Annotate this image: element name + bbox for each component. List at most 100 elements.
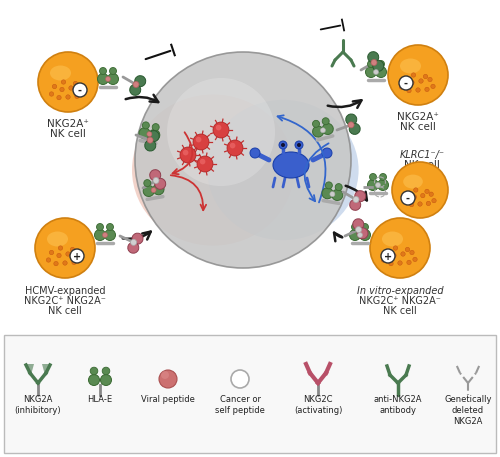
Circle shape bbox=[180, 147, 196, 163]
Circle shape bbox=[295, 141, 303, 149]
Circle shape bbox=[145, 140, 156, 151]
Circle shape bbox=[50, 250, 54, 255]
Circle shape bbox=[407, 88, 411, 93]
Circle shape bbox=[70, 247, 74, 252]
Text: NKG2C⁺ NKG2A⁻: NKG2C⁺ NKG2A⁻ bbox=[359, 296, 441, 306]
Circle shape bbox=[348, 122, 354, 128]
Circle shape bbox=[161, 371, 169, 379]
Circle shape bbox=[402, 77, 406, 82]
Circle shape bbox=[389, 261, 393, 266]
Text: NK cell: NK cell bbox=[383, 306, 417, 316]
Polygon shape bbox=[42, 364, 51, 375]
Text: +: + bbox=[384, 251, 392, 261]
Circle shape bbox=[370, 218, 430, 278]
Circle shape bbox=[147, 137, 153, 143]
Circle shape bbox=[78, 84, 82, 89]
Circle shape bbox=[96, 223, 103, 230]
Circle shape bbox=[78, 257, 82, 261]
Circle shape bbox=[428, 77, 432, 82]
Ellipse shape bbox=[400, 58, 421, 74]
Circle shape bbox=[69, 86, 73, 90]
Circle shape bbox=[106, 223, 114, 230]
FancyArrowPatch shape bbox=[304, 143, 328, 201]
Circle shape bbox=[230, 143, 235, 149]
Circle shape bbox=[376, 67, 386, 78]
Circle shape bbox=[388, 45, 448, 105]
Circle shape bbox=[354, 191, 366, 202]
Circle shape bbox=[279, 141, 287, 149]
Circle shape bbox=[376, 182, 380, 187]
Circle shape bbox=[332, 190, 343, 201]
Circle shape bbox=[412, 73, 416, 77]
Text: Genetically
deleted
NKG2A: Genetically deleted NKG2A bbox=[444, 395, 492, 426]
Text: HLA-E: HLA-E bbox=[88, 395, 112, 404]
Circle shape bbox=[197, 156, 213, 172]
Text: NK cell: NK cell bbox=[404, 160, 440, 170]
Circle shape bbox=[98, 74, 108, 85]
Text: NKG2C⁺ NKG2A⁻: NKG2C⁺ NKG2A⁻ bbox=[24, 296, 106, 306]
FancyBboxPatch shape bbox=[4, 335, 496, 453]
FancyArrowPatch shape bbox=[278, 115, 326, 202]
FancyArrowPatch shape bbox=[334, 233, 342, 241]
Circle shape bbox=[110, 68, 116, 74]
Circle shape bbox=[425, 189, 429, 194]
Circle shape bbox=[58, 246, 62, 250]
Circle shape bbox=[366, 67, 376, 78]
Circle shape bbox=[70, 249, 84, 263]
Text: -: - bbox=[78, 85, 82, 96]
FancyArrowPatch shape bbox=[346, 186, 367, 200]
FancyArrowPatch shape bbox=[126, 95, 158, 102]
Text: NK cell: NK cell bbox=[400, 122, 436, 132]
Circle shape bbox=[322, 118, 329, 125]
Circle shape bbox=[431, 84, 435, 89]
Circle shape bbox=[398, 261, 402, 265]
Circle shape bbox=[81, 91, 85, 96]
Circle shape bbox=[250, 148, 260, 158]
Circle shape bbox=[100, 374, 112, 386]
Text: NKG2C
(activating): NKG2C (activating) bbox=[294, 395, 342, 415]
Circle shape bbox=[159, 370, 177, 388]
Circle shape bbox=[368, 52, 378, 63]
Circle shape bbox=[143, 186, 154, 197]
Circle shape bbox=[372, 60, 384, 71]
Circle shape bbox=[416, 88, 420, 92]
Circle shape bbox=[62, 80, 66, 84]
Circle shape bbox=[322, 123, 334, 134]
Text: -: - bbox=[404, 79, 408, 89]
Circle shape bbox=[394, 246, 398, 250]
Circle shape bbox=[381, 249, 395, 263]
Circle shape bbox=[382, 258, 386, 262]
Circle shape bbox=[384, 250, 388, 255]
Circle shape bbox=[183, 150, 188, 155]
Circle shape bbox=[400, 85, 404, 89]
Text: NKG2A⁺: NKG2A⁺ bbox=[47, 119, 89, 129]
Circle shape bbox=[357, 228, 368, 239]
Circle shape bbox=[108, 74, 118, 85]
Circle shape bbox=[46, 258, 50, 262]
Circle shape bbox=[425, 87, 429, 91]
Circle shape bbox=[132, 233, 143, 244]
Circle shape bbox=[135, 52, 351, 268]
Circle shape bbox=[193, 134, 209, 150]
Circle shape bbox=[356, 227, 362, 233]
Circle shape bbox=[297, 143, 301, 147]
Circle shape bbox=[216, 125, 222, 130]
Circle shape bbox=[150, 170, 160, 181]
Circle shape bbox=[424, 74, 428, 79]
Circle shape bbox=[362, 223, 368, 230]
Circle shape bbox=[326, 182, 332, 189]
Circle shape bbox=[353, 219, 364, 230]
Circle shape bbox=[358, 233, 362, 238]
Circle shape bbox=[352, 223, 358, 230]
Text: Cancer or
self peptide: Cancer or self peptide bbox=[215, 395, 265, 415]
Circle shape bbox=[370, 174, 376, 181]
FancyArrowPatch shape bbox=[328, 100, 362, 108]
Text: +: + bbox=[73, 251, 81, 261]
Circle shape bbox=[52, 84, 56, 89]
Circle shape bbox=[320, 128, 326, 133]
Circle shape bbox=[227, 140, 243, 156]
Text: NKG2A
(inhibitory): NKG2A (inhibitory) bbox=[14, 395, 62, 415]
Circle shape bbox=[420, 193, 425, 198]
Polygon shape bbox=[25, 364, 34, 375]
Circle shape bbox=[73, 83, 87, 97]
